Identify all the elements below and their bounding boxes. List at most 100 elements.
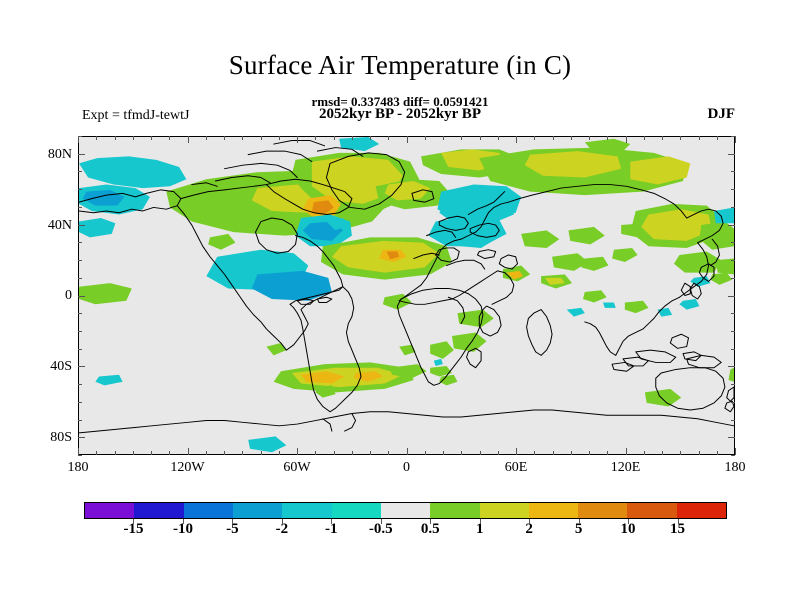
xtick-mark bbox=[406, 136, 408, 143]
xtick-mark bbox=[534, 451, 536, 455]
ytick-mark bbox=[731, 401, 735, 403]
ytick-mark bbox=[78, 313, 82, 315]
colorbar-tick-mark bbox=[430, 519, 432, 524]
xtick-mark bbox=[114, 136, 116, 140]
ytick-mark bbox=[78, 366, 85, 368]
xtick-mark bbox=[333, 136, 335, 140]
xtick-mark bbox=[388, 451, 390, 455]
colorbar-tick-label: -0.5 bbox=[368, 521, 393, 537]
xtick-mark bbox=[169, 136, 171, 140]
ytick-mark bbox=[728, 366, 735, 368]
colorbar-tick-mark bbox=[578, 519, 580, 524]
xtick-mark bbox=[625, 136, 627, 143]
colorbar-tick-label: -2 bbox=[275, 521, 289, 537]
xtick-mark bbox=[497, 451, 499, 455]
ytick-mark bbox=[78, 437, 85, 439]
ytick-mark bbox=[731, 206, 735, 208]
ytick-mark bbox=[78, 455, 82, 456]
xtick-mark bbox=[607, 136, 609, 140]
colorbar-tick-mark bbox=[133, 519, 135, 524]
colorbar-cell bbox=[134, 503, 184, 518]
colorbar-tick-mark bbox=[628, 519, 630, 524]
xtick-mark bbox=[570, 136, 572, 140]
xtick-mark bbox=[260, 136, 262, 140]
ytick-label: 80N bbox=[47, 147, 72, 162]
ytick-mark bbox=[78, 277, 82, 279]
xtick-mark bbox=[589, 451, 590, 455]
colorbar-tick-label: 1 bbox=[475, 521, 484, 537]
xtick-mark bbox=[534, 136, 536, 140]
xtick-mark bbox=[205, 136, 207, 140]
colorbar-cell bbox=[331, 503, 381, 518]
xtick-mark bbox=[570, 451, 572, 455]
colorbar-cell bbox=[627, 503, 677, 518]
xtick-label: 180 bbox=[67, 460, 89, 475]
xtick-mark bbox=[516, 136, 517, 143]
ytick-mark bbox=[731, 189, 735, 191]
xtick-mark bbox=[698, 136, 700, 140]
world-anomaly-map bbox=[79, 137, 734, 454]
xtick-mark bbox=[151, 136, 152, 140]
xtick-mark bbox=[716, 136, 718, 140]
ytick-mark bbox=[78, 260, 82, 262]
ytick-mark bbox=[731, 136, 735, 137]
xtick-mark bbox=[78, 448, 79, 455]
xtick-mark bbox=[735, 448, 736, 455]
ytick-mark bbox=[728, 224, 735, 226]
xtick-label: 120E bbox=[610, 460, 641, 475]
colorbar-cell bbox=[528, 503, 579, 518]
colorbar-tick-mark bbox=[281, 519, 283, 524]
ytick-mark bbox=[731, 277, 735, 279]
xtick-mark bbox=[370, 136, 371, 140]
colorbar-cell bbox=[232, 503, 283, 518]
colorbar-tick-mark bbox=[331, 519, 333, 524]
colorbar-tick-label: 10 bbox=[620, 521, 636, 537]
colorbar-tick-mark bbox=[529, 519, 531, 524]
ytick-mark bbox=[78, 419, 82, 421]
colorbar-tick-label: -5 bbox=[226, 521, 239, 537]
xtick-mark bbox=[315, 451, 317, 455]
coastlines-layer bbox=[79, 140, 734, 434]
ytick-mark bbox=[78, 401, 82, 403]
xtick-mark bbox=[461, 136, 463, 140]
xtick-mark bbox=[187, 136, 189, 143]
xtick-label: 120W bbox=[170, 460, 205, 475]
colorbar-tick-label: 5 bbox=[574, 521, 583, 537]
ytick-mark bbox=[731, 455, 735, 456]
xtick-mark bbox=[297, 448, 298, 455]
ytick-mark bbox=[78, 295, 85, 297]
xtick-mark bbox=[698, 451, 700, 455]
xtick-label: 60E bbox=[504, 460, 528, 475]
xtick-mark bbox=[370, 451, 371, 455]
ytick-label: 80S bbox=[50, 430, 72, 445]
ytick-label: 0 bbox=[65, 288, 72, 303]
xtick-mark bbox=[552, 136, 554, 140]
colorbar-tick-label: 2 bbox=[525, 521, 533, 537]
xtick-mark bbox=[96, 451, 98, 455]
ytick-mark bbox=[78, 171, 82, 173]
xtick-mark bbox=[662, 136, 663, 140]
xtick-mark bbox=[114, 451, 116, 455]
xtick-mark bbox=[242, 136, 244, 140]
xtick-mark bbox=[406, 448, 408, 455]
colorbar-cell bbox=[380, 503, 431, 518]
xtick-mark bbox=[169, 451, 171, 455]
ytick-mark bbox=[731, 171, 735, 173]
ytick-mark bbox=[78, 384, 82, 386]
xtick-mark bbox=[132, 451, 134, 455]
xtick-mark bbox=[643, 451, 645, 455]
colorbar-cell bbox=[676, 503, 727, 518]
colorbar-tick-label: 15 bbox=[670, 521, 685, 537]
colorbar[interactable] bbox=[84, 502, 727, 519]
ytick-mark bbox=[731, 419, 735, 421]
xtick-mark bbox=[479, 451, 481, 455]
xtick-mark bbox=[224, 451, 225, 455]
ytick-mark bbox=[78, 136, 82, 137]
xtick-mark bbox=[78, 136, 79, 143]
ytick-mark bbox=[731, 313, 735, 315]
xtick-mark bbox=[607, 451, 609, 455]
ytick-mark bbox=[731, 330, 735, 332]
ytick-mark bbox=[731, 348, 735, 350]
ytick-mark bbox=[78, 224, 85, 226]
